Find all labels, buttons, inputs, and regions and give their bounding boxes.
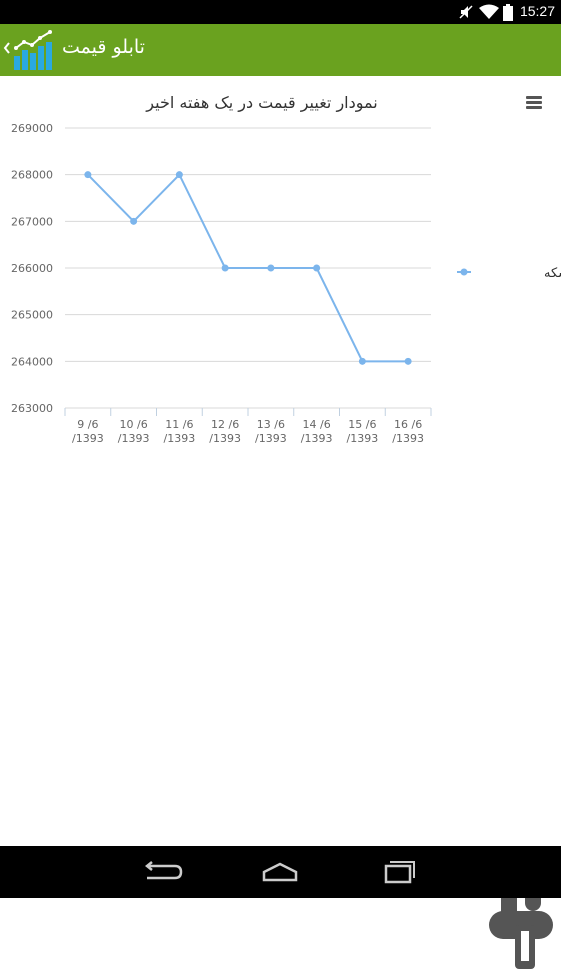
home-icon[interactable] bbox=[250, 856, 310, 888]
x-tick-label-year: /1393 bbox=[301, 432, 333, 445]
chart-logo-icon[interactable] bbox=[12, 28, 56, 72]
recents-icon[interactable] bbox=[370, 856, 430, 888]
data-point bbox=[130, 217, 138, 225]
wifi-icon bbox=[479, 4, 499, 19]
chart-title: نمودار تغییر قیمت در یک هفته اخیر bbox=[145, 93, 377, 113]
y-tick-label: 266000 bbox=[11, 262, 53, 275]
x-tick-label-day: 9 /6 bbox=[77, 418, 98, 431]
content-area: نمودار تغییر قیمت در یک هفته اخیر 263000… bbox=[0, 76, 561, 969]
status-bar: 15:27 bbox=[0, 0, 561, 24]
y-tick-label: 265000 bbox=[11, 309, 53, 322]
navigation-bar bbox=[0, 846, 561, 898]
data-point bbox=[175, 171, 183, 179]
x-tick-label-year: /1393 bbox=[347, 432, 379, 445]
y-axis-labels: 263000 264000 265000 266000 267000 268000 2690… bbox=[11, 122, 53, 415]
back-icon[interactable] bbox=[131, 856, 191, 888]
series-line bbox=[87, 172, 409, 363]
x-tick-label-year: /1393 bbox=[118, 432, 150, 445]
y-tick-label: 264000 bbox=[11, 355, 53, 368]
y-tick-label: 268000 bbox=[11, 169, 53, 182]
data-point bbox=[358, 357, 366, 365]
hamburger-menu-icon[interactable] bbox=[522, 94, 546, 114]
x-tick-label-year: /1393 bbox=[164, 432, 196, 445]
x-tick-label-day: 14 /6 bbox=[303, 418, 331, 431]
x-tick-label-day: 11 /6 bbox=[165, 418, 193, 431]
series-layer bbox=[84, 171, 412, 365]
legend-marker bbox=[460, 268, 468, 276]
legend-series-label: قیمت ربع سکه bbox=[544, 266, 561, 281]
y-tick-label: 263000 bbox=[11, 402, 53, 415]
data-point bbox=[404, 357, 412, 365]
legend[interactable]: قیمت ربع سکه bbox=[457, 266, 561, 281]
battery-icon bbox=[503, 4, 513, 21]
data-point bbox=[221, 264, 229, 272]
data-point bbox=[313, 264, 321, 272]
mute-icon bbox=[459, 5, 473, 19]
x-tick-label-year: /1393 bbox=[72, 432, 104, 445]
x-tick-label-day: 12 /6 bbox=[211, 418, 239, 431]
app-title: تابلو قیمت bbox=[62, 36, 145, 58]
chevron-left-icon[interactable] bbox=[2, 38, 12, 58]
x-tick-label-year: /1393 bbox=[255, 432, 287, 445]
x-tick-label-day: 13 /6 bbox=[257, 418, 285, 431]
x-tick-label-year: /1393 bbox=[392, 432, 424, 445]
data-point bbox=[84, 171, 92, 179]
y-tick-label: 269000 bbox=[11, 122, 53, 135]
x-tick-label-day: 10 /6 bbox=[120, 418, 148, 431]
x-tick-label-day: 16 /6 bbox=[394, 418, 422, 431]
data-point bbox=[267, 264, 275, 272]
x-tick-label-year: /1393 bbox=[209, 432, 241, 445]
action-bar: تابلو قیمت bbox=[0, 24, 561, 76]
y-tick-label: 267000 bbox=[11, 215, 53, 228]
price-chart: نمودار تغییر قیمت در یک هفته اخیر 263000… bbox=[11, 93, 561, 445]
grid-lines bbox=[64, 127, 432, 416]
x-tick-label-day: 15 /6 bbox=[348, 418, 376, 431]
status-time: 15:27 bbox=[519, 3, 555, 19]
